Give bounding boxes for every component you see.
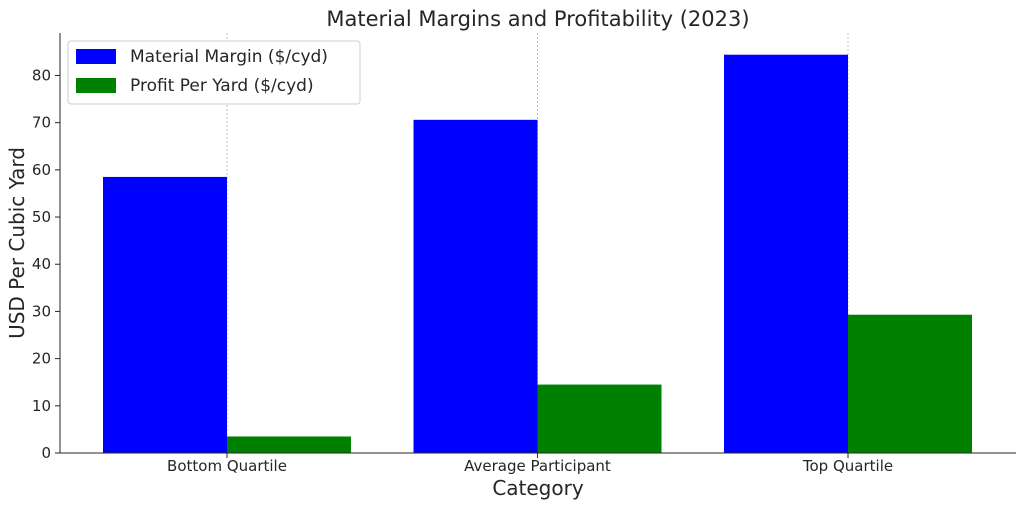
- y-tick-label: 50: [32, 208, 51, 226]
- y-tick-label: 0: [41, 444, 51, 462]
- chart-title: Material Margins and Profitability (2023…: [326, 7, 749, 31]
- legend-label: Profit Per Yard ($/cyd): [130, 76, 314, 96]
- y-tick-label: 60: [32, 161, 51, 179]
- bar-material-margin: [103, 176, 227, 453]
- y-axis-label: USD Per Cubic Yard: [5, 147, 29, 339]
- bars: [103, 54, 972, 454]
- x-tick-label: Average Participant: [464, 457, 611, 475]
- y-ticks: 0 10 20 30 40 50 60 70 80: [32, 66, 60, 462]
- bar-profit-per-yard: [848, 314, 972, 453]
- y-tick-label: 30: [32, 302, 51, 320]
- x-tick-label: Top Quartile: [802, 457, 893, 475]
- legend: Material Margin ($/cyd) Profit Per Yard (…: [67, 40, 361, 105]
- legend-swatch: [76, 49, 116, 64]
- legend-swatch: [76, 78, 116, 93]
- bar-material-margin: [724, 54, 848, 454]
- legend-box: [67, 40, 361, 105]
- x-tick-label: Bottom Quartile: [167, 457, 287, 475]
- bar-material-margin: [413, 119, 538, 454]
- y-tick-label: 10: [32, 397, 51, 415]
- bar-profit-per-yard: [227, 436, 351, 453]
- x-axis-label: Category: [492, 476, 584, 500]
- x-ticks: Bottom Quartile Average Participant Top Qu…: [167, 453, 893, 475]
- y-tick-label: 20: [32, 350, 51, 368]
- bar-profit-per-yard: [537, 384, 662, 453]
- y-tick-label: 70: [32, 114, 51, 132]
- legend-label: Material Margin ($/cyd): [130, 47, 328, 67]
- y-tick-label: 80: [32, 66, 51, 84]
- y-tick-label: 40: [32, 255, 51, 273]
